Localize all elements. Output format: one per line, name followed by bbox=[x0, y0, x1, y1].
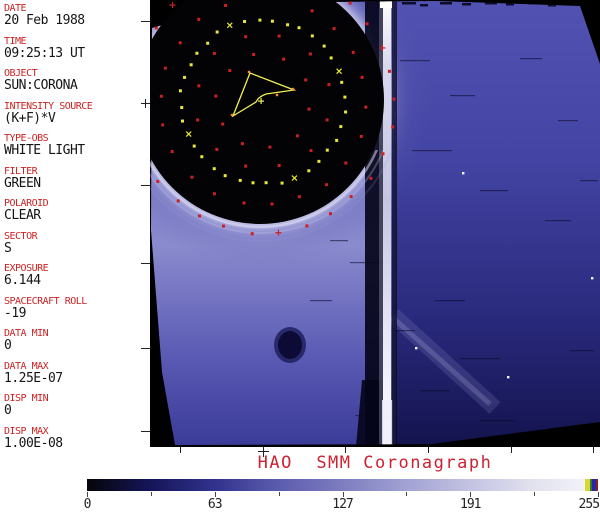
field-value: 09:25:13 UT bbox=[4, 45, 85, 61]
left-axis-tick bbox=[141, 263, 150, 264]
field-value: 0 bbox=[4, 338, 12, 353]
field-label: FILTER bbox=[4, 165, 38, 177]
field-value: 20 Feb 1988 bbox=[4, 13, 85, 28]
colorbar-tick-label: 191 bbox=[460, 497, 482, 512]
left-axis-tick bbox=[141, 348, 150, 349]
colorbar-minor-tick bbox=[534, 492, 536, 496]
bottom-axis-tick bbox=[511, 447, 512, 453]
left-axis-tick bbox=[141, 21, 150, 22]
colorbar-minor-tick bbox=[150, 492, 152, 496]
sidebar-field-data-max: DATA MAX 1.25E-07 bbox=[4, 361, 150, 386]
image-title: HAO SMM Coronagraph bbox=[257, 453, 493, 473]
field-label: OBJECT bbox=[4, 68, 38, 79]
sidebar-field-intensity-source: INTENSITY SOURCE (K+F)*V bbox=[4, 101, 150, 126]
field-value: -19 bbox=[4, 305, 26, 321]
field-label: DISP MIN bbox=[4, 393, 49, 404]
field-value: WHITE LIGHT bbox=[4, 143, 85, 158]
colorbar-tick bbox=[470, 492, 472, 497]
field-label: TIME bbox=[4, 35, 27, 47]
sidebar-field-polaroid: POLAROID CLEAR bbox=[4, 198, 150, 223]
fiducial-dots-layer bbox=[154, 1, 396, 236]
occulter-disk bbox=[136, 0, 384, 224]
field-label: TYPE-OBS bbox=[4, 133, 49, 144]
colorbar-stripe bbox=[589, 479, 592, 491]
sidebar-field-type-obs: TYPE-OBS WHITE LIGHT bbox=[4, 133, 150, 158]
colorbar-stripe bbox=[591, 479, 596, 491]
bottom-axis-tick bbox=[345, 447, 346, 453]
field-value: 1.25E-07 bbox=[4, 370, 63, 386]
left-axis-tick bbox=[141, 185, 150, 186]
field-value: (K+F)*V bbox=[4, 110, 56, 126]
sidebar-field-object: OBJECT SUN:CORONA bbox=[4, 68, 150, 93]
pylon-bright-line bbox=[383, 1, 391, 445]
field-value: 1.00E-08 bbox=[4, 435, 63, 451]
bottom-axis-plus-tick bbox=[263, 446, 264, 457]
sidebar-field-disp-min: DISP MIN 0 bbox=[4, 393, 150, 418]
colorbar-stripe bbox=[584, 479, 590, 491]
sidebar-field-sector: SECTOR S bbox=[4, 231, 150, 256]
colorbar-minor-tick bbox=[278, 492, 280, 496]
coronagraph-image bbox=[136, 0, 600, 447]
sidebar-field-disp-max: DISP MAX 1.00E-08 bbox=[4, 426, 150, 451]
colorbar bbox=[87, 479, 598, 491]
field-value: S bbox=[4, 240, 12, 256]
sidebar-field-spacecraft-roll: SPACECRAFT ROLL -19 bbox=[4, 296, 150, 321]
left-axis-tick bbox=[141, 431, 150, 432]
field-value: SUN:CORONA bbox=[4, 78, 78, 93]
sidebar-field-time: TIME 09:25:13 UT bbox=[4, 36, 150, 61]
field-value: CLEAR bbox=[4, 208, 41, 223]
left-axis-plus-tick bbox=[145, 99, 146, 108]
field-label: SECTOR bbox=[4, 230, 38, 242]
field-label: SPACECRAFT ROLL bbox=[4, 295, 87, 307]
colorbar-tick-label: 127 bbox=[332, 497, 354, 512]
field-label: POLAROID bbox=[4, 198, 49, 209]
coronagraph-display bbox=[136, 0, 600, 447]
field-value: GREEN bbox=[4, 175, 41, 191]
bottom-axis-tick bbox=[593, 447, 594, 453]
colorbar-stripe bbox=[595, 479, 598, 491]
colorbar-tick bbox=[214, 492, 216, 497]
field-label: DATA MIN bbox=[4, 328, 49, 339]
field-label: DISP MAX bbox=[4, 425, 49, 437]
sector-polygon bbox=[231, 72, 297, 118]
field-value: 0 bbox=[4, 403, 12, 418]
field-label: INTENSITY SOURCE bbox=[4, 100, 93, 112]
colorbar-tick bbox=[342, 492, 344, 497]
metadata-sidebar: DATE 20 Feb 1988 TIME 09:25:13 UT OBJECT SUN:… bbox=[0, 0, 150, 450]
colorbar-tick bbox=[598, 492, 599, 497]
bottom-axis-tick bbox=[428, 447, 429, 453]
colorbar-tick-label: 0 bbox=[83, 497, 92, 512]
field-label: EXPOSURE bbox=[4, 263, 49, 274]
sidebar-field-filter: FILTER GREEN bbox=[4, 166, 150, 191]
colorbar-minor-tick bbox=[406, 492, 408, 496]
colorbar-end-stripes bbox=[584, 479, 598, 491]
field-value: 6.144 bbox=[4, 273, 41, 288]
field-label: DATA MAX bbox=[4, 360, 49, 372]
colorbar-tick-label: 255 bbox=[578, 497, 600, 512]
sidebar-field-exposure: EXPOSURE 6.144 bbox=[4, 263, 150, 288]
sidebar-field-date: DATE 20 Feb 1988 bbox=[4, 3, 150, 28]
footer-panel: HAO SMM Coronagraph 0 63 127 191 255 bbox=[0, 447, 600, 512]
field-label: DATE bbox=[4, 3, 27, 14]
colorbar-tick bbox=[87, 492, 88, 497]
colorbar-tick-label: 63 bbox=[207, 497, 223, 512]
sidebar-field-data-min: DATA MIN 0 bbox=[4, 328, 150, 353]
bottom-axis-tick bbox=[180, 447, 181, 453]
